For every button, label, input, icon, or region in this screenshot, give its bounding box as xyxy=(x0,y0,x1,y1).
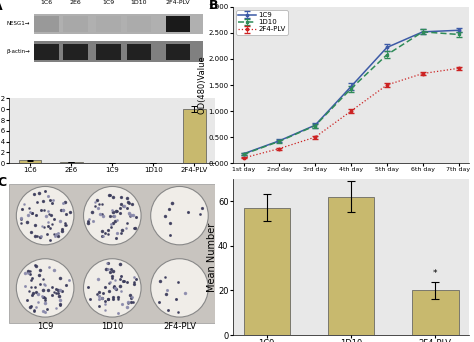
Circle shape xyxy=(83,186,141,245)
Bar xyxy=(63,44,88,60)
Text: 2F4-PLV: 2F4-PLV xyxy=(163,322,196,331)
Text: 1C6: 1C6 xyxy=(40,0,53,5)
Bar xyxy=(183,109,206,163)
Bar xyxy=(63,16,88,32)
Bar xyxy=(412,290,458,335)
Bar xyxy=(166,16,191,32)
Circle shape xyxy=(16,186,74,245)
Text: C: C xyxy=(0,176,6,189)
Text: 1C9: 1C9 xyxy=(37,322,53,331)
Text: B: B xyxy=(209,0,219,12)
Circle shape xyxy=(151,259,208,317)
Circle shape xyxy=(83,259,141,317)
Bar xyxy=(34,14,203,34)
Bar xyxy=(166,44,191,60)
Bar xyxy=(127,16,151,32)
Bar xyxy=(34,44,59,60)
Text: β-actin→: β-actin→ xyxy=(6,49,30,54)
Text: A: A xyxy=(0,0,3,13)
Circle shape xyxy=(16,259,74,317)
Y-axis label: OD(480)Value: OD(480)Value xyxy=(198,56,207,114)
Bar xyxy=(328,197,374,335)
Text: 1C9: 1C9 xyxy=(102,0,114,5)
Text: 2E6: 2E6 xyxy=(69,0,81,5)
Bar xyxy=(96,44,120,60)
Text: 1D10: 1D10 xyxy=(131,0,147,5)
Y-axis label: Mean Number: Mean Number xyxy=(207,222,217,292)
Circle shape xyxy=(151,186,208,245)
Bar xyxy=(244,208,290,335)
Text: NESG1→: NESG1→ xyxy=(7,22,30,26)
Bar xyxy=(96,16,120,32)
Bar xyxy=(9,184,215,323)
Bar xyxy=(34,41,203,62)
Bar xyxy=(60,162,82,163)
Legend: 1C9, 1D10, 2F4-PLV: 1C9, 1D10, 2F4-PLV xyxy=(236,10,288,35)
Text: 1D10: 1D10 xyxy=(101,322,123,331)
Bar xyxy=(19,160,41,163)
Text: 2F4-PLV: 2F4-PLV xyxy=(166,0,191,5)
Bar xyxy=(34,16,59,32)
Text: *: * xyxy=(433,269,438,278)
Bar xyxy=(127,44,151,60)
